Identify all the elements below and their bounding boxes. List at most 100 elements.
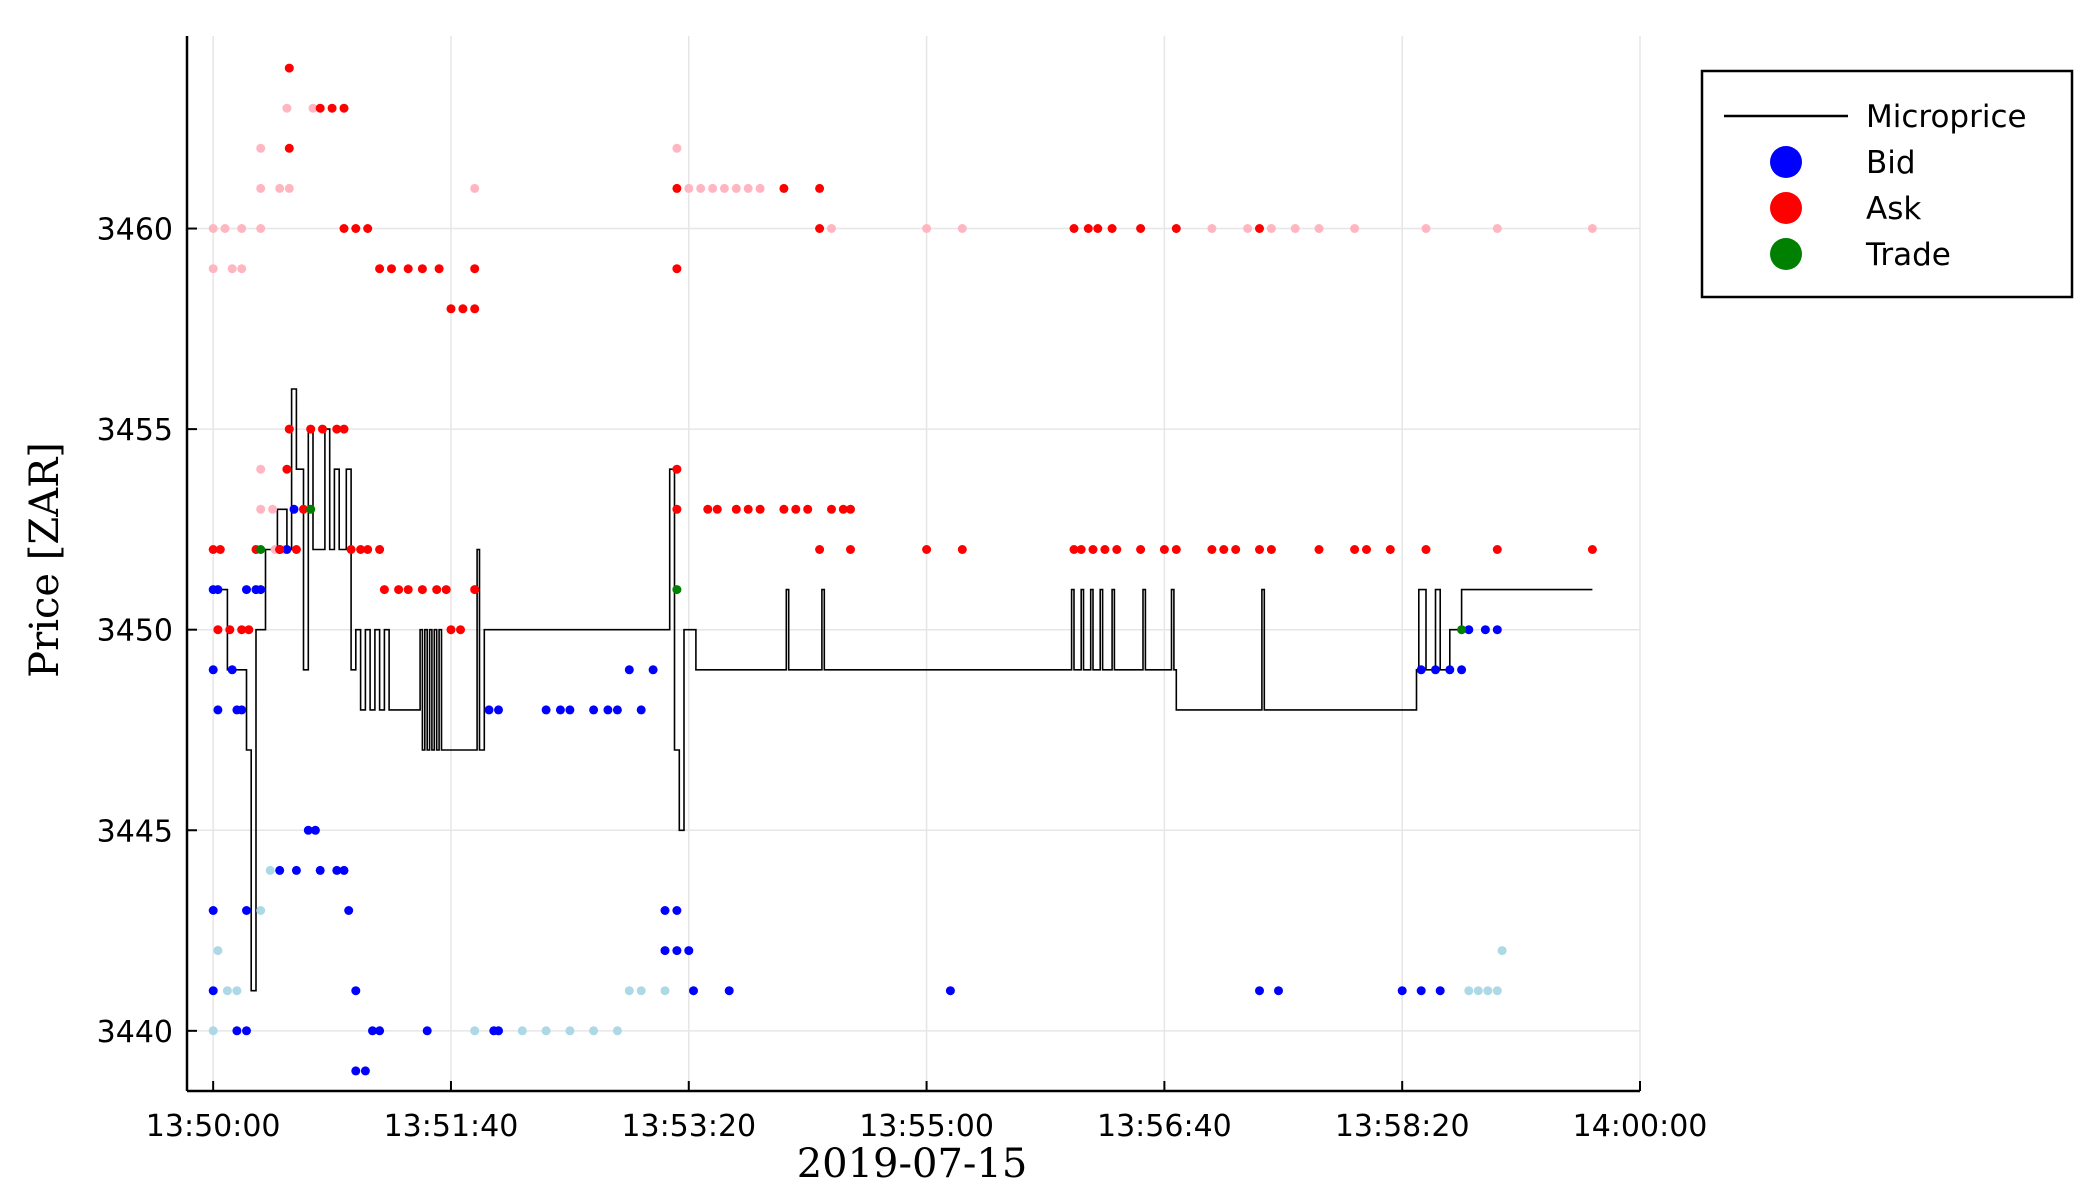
ask-point-78	[1231, 545, 1241, 554]
ask-deep-point-26	[755, 183, 765, 193]
y-tick-label-0: 3440	[97, 1015, 173, 1050]
bid-point-20	[344, 906, 354, 915]
bid-point-63	[1480, 625, 1490, 635]
ask-point-2	[213, 625, 223, 635]
ask-point-88	[1069, 224, 1079, 233]
ask-point-25	[441, 585, 451, 595]
ask-point-83	[1362, 545, 1371, 554]
ask-deep-point-33	[1290, 224, 1300, 233]
ask-point-37	[375, 264, 385, 274]
ask-point-26	[446, 625, 456, 635]
bid-point-60	[1445, 665, 1455, 675]
ask-deep-point-1	[220, 224, 230, 233]
x-tick-label-3: 13:55:00	[859, 1109, 994, 1144]
ask-point-41	[434, 264, 444, 274]
ask-deep-point-2	[237, 224, 247, 233]
trade-point-0	[256, 545, 266, 554]
ask-deep-point-30	[1207, 224, 1217, 233]
bid-point-31	[422, 1026, 432, 1036]
ask-point-45	[470, 264, 480, 274]
ask-point-27	[456, 625, 465, 635]
ask-point-5	[244, 625, 254, 635]
y-axis-title: Price [ZAR]	[22, 442, 68, 678]
ask-point-28	[470, 585, 480, 595]
x-tick-label-5: 13:58:20	[1335, 1109, 1470, 1144]
legend-label-trade: Trade	[1865, 237, 1951, 273]
ask-point-81	[1314, 545, 1324, 554]
ask-point-36	[363, 224, 373, 233]
ask-point-64	[815, 545, 825, 554]
legend-swatch-bid	[1770, 146, 1802, 178]
trade-point-3	[1457, 625, 1467, 635]
x-tick-label-1: 13:51:40	[384, 1109, 519, 1144]
bid-point-50	[689, 986, 698, 996]
ask-point-22	[403, 585, 413, 595]
ask-point-60	[846, 504, 855, 514]
ask-deep-point-11	[282, 103, 292, 113]
ask-point-68	[1069, 545, 1079, 554]
ask-deep-point-12	[308, 103, 318, 113]
x-tick-label-4: 13:56:40	[1097, 1109, 1232, 1144]
ask-point-46	[672, 183, 682, 193]
ask-point-42	[446, 304, 456, 314]
bid-point-33	[494, 1026, 503, 1036]
ask-point-92	[1136, 224, 1146, 233]
ask-point-51	[712, 504, 722, 514]
ask-point-76	[1207, 545, 1217, 554]
legend-box	[1700, 69, 2074, 299]
ask-point-14	[332, 424, 342, 434]
bid-point-56	[1416, 986, 1426, 996]
bid-point-3	[227, 665, 237, 675]
ask-point-71	[1100, 545, 1110, 554]
bid-point-11	[282, 545, 292, 554]
bid-point-45	[660, 906, 670, 915]
bid-point-58	[1416, 665, 1426, 675]
ask-point-74	[1159, 545, 1169, 554]
ask-point-52	[731, 504, 741, 514]
axes: 13:50:00 13:51:40 13:53:20 13:55:00 13:56:40…	[97, 36, 1707, 1144]
ask-point-31	[315, 103, 325, 113]
bid-point-13	[303, 825, 313, 835]
ask-point-69	[1076, 545, 1086, 554]
ask-point-70	[1088, 545, 1098, 554]
ask-point-9	[284, 424, 294, 434]
bid-point-46	[672, 906, 682, 915]
bid-deep-point-17	[1473, 986, 1483, 996]
ask-point-50	[703, 504, 713, 514]
bid-point-39	[589, 705, 599, 715]
legend-swatch-trade	[1770, 238, 1802, 270]
ask-point-93	[1171, 224, 1181, 233]
bid-deep-point-15	[660, 986, 670, 996]
bid-deep-point-8	[517, 1026, 527, 1036]
bid-point-37	[555, 705, 565, 715]
ask-point-4	[237, 625, 247, 635]
bid-deep-point-1	[208, 1026, 218, 1036]
ask-deep-point-7	[256, 143, 266, 153]
ask-point-73	[1136, 545, 1146, 554]
ask-point-80	[1266, 545, 1276, 554]
ask-deep-point-4	[208, 264, 218, 274]
ask-point-12	[306, 424, 316, 434]
bid-point-21	[208, 906, 218, 915]
ask-deep-point-19	[672, 143, 682, 153]
ask-deep-point-34	[1314, 224, 1324, 233]
ask-point-86	[1492, 545, 1502, 554]
ask-deep-point-31	[1243, 224, 1253, 233]
ask-point-56	[791, 504, 801, 514]
ask-point-72	[1112, 545, 1122, 554]
bid-point-23	[208, 986, 218, 996]
bid-deep-point-12	[612, 1026, 622, 1036]
bid-point-26	[242, 1026, 251, 1036]
ask-deep-point-28	[922, 224, 932, 233]
y-tick-label-3: 3455	[97, 413, 173, 448]
ask-point-17	[356, 545, 366, 554]
trade-point-2	[672, 585, 682, 595]
bid-point-36	[541, 705, 551, 715]
ask-point-34	[339, 224, 349, 233]
bid-point-25	[232, 1026, 242, 1036]
ask-deep-point-14	[256, 504, 266, 514]
bid-point-38	[565, 705, 575, 715]
microprice-line	[213, 388, 1593, 992]
bid-point-27	[351, 1066, 361, 1076]
ask-point-79	[1255, 545, 1264, 554]
